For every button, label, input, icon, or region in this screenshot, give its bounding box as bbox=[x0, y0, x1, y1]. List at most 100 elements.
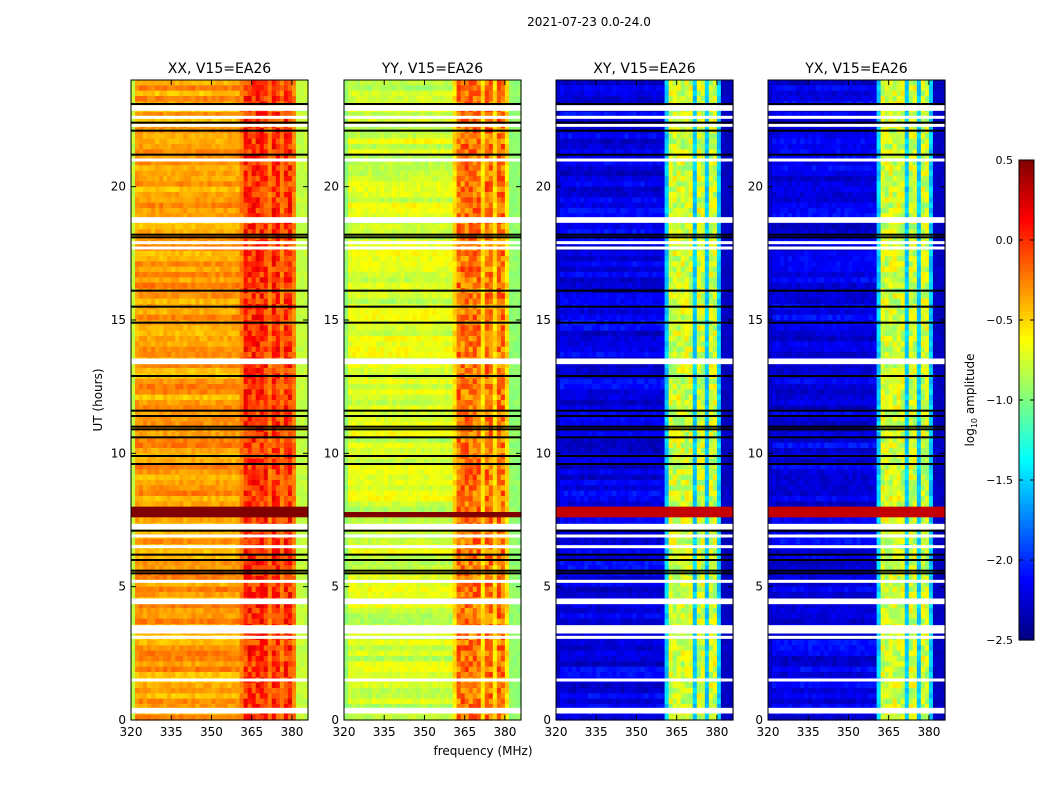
heatmap-cell bbox=[171, 112, 176, 118]
heatmap-cell bbox=[207, 293, 213, 300]
heatmap-cell bbox=[283, 192, 289, 198]
heatmap-cell bbox=[135, 490, 140, 497]
heatmap-cell bbox=[271, 208, 277, 214]
heatmap-cell bbox=[259, 341, 265, 348]
heatmap-cell bbox=[295, 560, 301, 566]
heatmap-cell bbox=[295, 170, 301, 177]
heatmap-cell bbox=[251, 96, 257, 102]
heatmap-cell bbox=[235, 176, 241, 182]
heatmap-cell bbox=[139, 608, 144, 614]
heatmap-cell bbox=[279, 165, 285, 172]
heatmap-cell bbox=[259, 618, 265, 625]
heatmap-cell bbox=[275, 618, 281, 625]
heatmap-cell bbox=[147, 197, 152, 204]
heatmap-cell bbox=[303, 378, 309, 385]
heatmap-cell bbox=[303, 400, 309, 406]
heatmap-cell bbox=[207, 474, 213, 481]
heatmap-cell bbox=[203, 586, 209, 593]
heatmap-cell bbox=[243, 96, 249, 102]
heatmap-cell bbox=[291, 261, 297, 268]
heatmap-cell bbox=[139, 229, 144, 236]
heatmap-cell bbox=[135, 405, 140, 412]
heatmap-cell bbox=[255, 666, 261, 673]
heatmap-cell bbox=[151, 549, 156, 556]
heatmap-cell bbox=[263, 586, 269, 593]
heatmap-cell bbox=[203, 581, 209, 588]
heatmap-cell bbox=[191, 602, 196, 609]
heatmap-cell bbox=[147, 496, 152, 502]
heatmap-cell bbox=[195, 293, 200, 300]
heatmap-cell bbox=[187, 458, 192, 465]
heatmap-cell bbox=[247, 341, 253, 348]
heatmap-cell bbox=[227, 576, 233, 582]
heatmap-cell bbox=[191, 485, 196, 492]
heatmap-cell bbox=[155, 645, 160, 652]
heatmap-cell bbox=[295, 432, 301, 438]
heatmap-cell bbox=[163, 80, 168, 86]
heatmap-cell bbox=[287, 581, 293, 588]
heatmap-cell bbox=[227, 160, 233, 166]
heatmap-cell bbox=[211, 96, 217, 102]
heatmap-cell bbox=[283, 586, 289, 593]
heatmap-cell bbox=[143, 352, 148, 358]
heatmap-cell bbox=[135, 213, 140, 220]
heatmap-cell bbox=[191, 400, 196, 406]
heatmap-cell bbox=[143, 682, 148, 689]
heatmap-cell bbox=[191, 224, 196, 230]
heatmap-cell bbox=[239, 437, 245, 444]
heatmap-cell bbox=[279, 229, 285, 236]
heatmap-cell bbox=[287, 208, 293, 214]
heatmap-cell bbox=[155, 586, 160, 593]
heatmap-cell bbox=[183, 464, 188, 470]
heatmap-cell bbox=[187, 314, 192, 321]
heatmap-cell bbox=[179, 437, 184, 444]
heatmap-cell bbox=[267, 112, 273, 118]
heatmap-cell bbox=[215, 368, 221, 374]
heatmap-cell bbox=[267, 554, 273, 561]
heatmap-cell bbox=[219, 608, 225, 614]
heatmap-cell bbox=[291, 298, 297, 305]
heatmap-cell bbox=[211, 469, 217, 476]
heatmap-cell bbox=[207, 501, 213, 508]
heatmap-cell bbox=[239, 330, 245, 337]
heatmap-cell bbox=[159, 549, 164, 556]
heatmap-cell bbox=[187, 325, 192, 332]
heatmap-cell bbox=[275, 186, 281, 193]
heatmap-cell bbox=[279, 517, 285, 524]
heatmap-cell bbox=[263, 405, 269, 412]
heatmap-cell bbox=[203, 186, 209, 193]
heatmap-cell bbox=[211, 309, 217, 316]
heatmap-cell bbox=[183, 517, 188, 524]
heatmap-cell bbox=[251, 490, 257, 497]
heatmap-cell bbox=[195, 229, 200, 236]
heatmap-cell bbox=[187, 602, 192, 609]
heatmap-cell bbox=[183, 144, 188, 150]
heatmap-cell bbox=[231, 352, 237, 358]
heatmap-cell bbox=[299, 400, 305, 406]
heatmap-cell bbox=[187, 80, 192, 86]
heatmap-cell bbox=[275, 352, 281, 358]
heatmap-cell bbox=[187, 261, 192, 268]
heatmap-cell bbox=[187, 330, 192, 337]
heatmap-cell bbox=[151, 538, 156, 545]
heatmap-cell bbox=[167, 613, 172, 620]
heatmap-cell bbox=[227, 464, 233, 470]
heatmap-cell bbox=[267, 656, 273, 662]
heatmap-cell bbox=[291, 666, 297, 673]
heatmap-cell bbox=[235, 613, 241, 620]
heatmap-cell bbox=[131, 618, 136, 625]
heatmap-cell bbox=[191, 490, 196, 497]
heatmap-cell bbox=[191, 480, 196, 486]
heatmap-cell bbox=[291, 213, 297, 220]
heatmap-cell bbox=[147, 250, 152, 257]
heatmap-cell bbox=[179, 192, 184, 198]
heatmap-cell bbox=[275, 480, 281, 486]
heatmap-cell bbox=[227, 250, 233, 257]
heatmap-cell bbox=[219, 416, 225, 422]
heatmap-cell bbox=[139, 224, 144, 230]
heatmap-cell bbox=[251, 272, 257, 278]
heatmap-cell bbox=[151, 80, 156, 86]
heatmap-cell bbox=[175, 474, 180, 481]
heatmap-cell bbox=[147, 618, 152, 625]
heatmap-cell bbox=[255, 192, 261, 198]
